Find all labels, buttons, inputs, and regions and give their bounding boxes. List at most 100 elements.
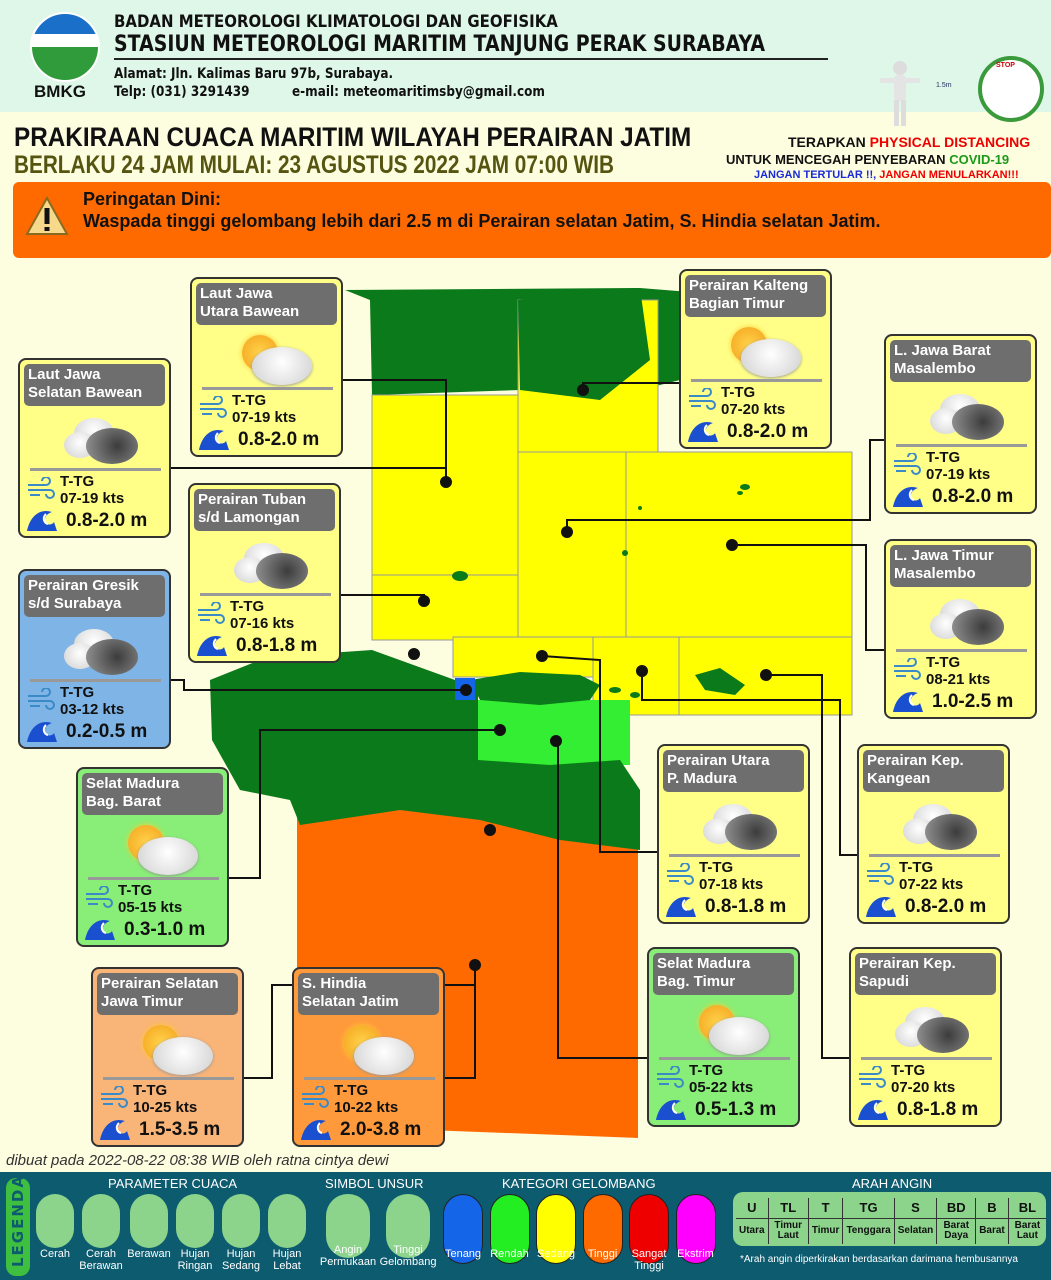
wave-category-swatch	[675, 1194, 716, 1264]
divider	[669, 854, 800, 857]
wave-height: 0.2-0.5 m	[66, 721, 148, 742]
wind-speed: 05-15 kts	[118, 899, 183, 916]
wind-code: S	[893, 1198, 937, 1219]
area-name-line1: Laut Jawa	[28, 366, 101, 383]
covid-text: TERAPKAN	[788, 134, 870, 150]
symbol-legend-label: Angin Permukaan	[319, 1244, 377, 1268]
area-name: Laut Jawa Utara Bawean	[196, 283, 337, 325]
wave-height: 1.5-3.5 m	[139, 1119, 221, 1140]
berawan-weather-icon	[699, 800, 779, 852]
wind-icon	[857, 1065, 887, 1088]
location-dot	[440, 476, 452, 488]
area-name-line2: Bag. Timur	[657, 973, 736, 990]
small-islands	[517, 484, 750, 827]
location-dot	[577, 384, 589, 396]
wave-legend-icon	[386, 1194, 430, 1258]
connectors	[171, 379, 884, 1079]
area-name: Perairan Kep. Kangean	[863, 750, 1004, 792]
weather-legend-icon	[82, 1194, 120, 1248]
area-name: Selat Madura Bag. Timur	[653, 953, 794, 995]
wave-icon	[892, 689, 924, 713]
address: Alamat: Jln. Kalimas Baru 97b, Surabaya.	[114, 66, 394, 82]
divider	[896, 649, 1027, 652]
covid-line1: TERAPKAN PHYSICAL DISTANCING	[788, 134, 1030, 150]
forecast-card: L. Jawa Barat Masalembo T-TG 07-19 kts 0.…	[884, 334, 1037, 514]
area-name-line1: Perairan Kep.	[859, 955, 956, 972]
symbol-legend-label: Tinggi Gelombang	[379, 1244, 437, 1268]
wave-category-swatch	[443, 1194, 483, 1264]
divider	[88, 877, 219, 880]
warning-icon	[25, 196, 69, 235]
legend-label: LEGENDA	[6, 1174, 30, 1276]
weather-legend-icon	[176, 1194, 214, 1248]
wave-category-label: Sangat Tinggi	[631, 1248, 667, 1272]
wind-name: Barat Daya	[936, 1218, 976, 1244]
area-name: L. Jawa Timur Masalembo	[890, 545, 1031, 587]
wind-speed: 08-21 kts	[926, 671, 991, 688]
wind-direction: T-TG	[60, 473, 95, 490]
wind-direction: T-TG	[232, 392, 267, 409]
area-name-line2: s/d Lamongan	[198, 509, 300, 526]
connector-line	[343, 379, 447, 482]
berawan-weather-icon	[926, 390, 1006, 442]
connector-line	[541, 655, 657, 853]
wind-name: Utara	[739, 1225, 765, 1237]
wind-code: U	[736, 1198, 769, 1219]
wave-height: 2.0-3.8 m	[340, 1119, 422, 1140]
wave-height: 0.8-2.0 m	[727, 421, 809, 442]
wave-category-swatch	[582, 1194, 623, 1264]
area-name: Perairan Tuban s/d Lamongan	[194, 489, 335, 531]
wind-speed: 10-25 kts	[133, 1099, 198, 1116]
wind-code: BL	[1007, 1198, 1046, 1219]
wind-name: Barat	[975, 1218, 1009, 1244]
wind-code: T	[807, 1198, 843, 1219]
connector-line	[171, 679, 466, 691]
area-name: Perairan Utara P. Madura	[663, 750, 804, 792]
wind-direction: T-TG	[721, 384, 756, 401]
wave-icon	[665, 894, 697, 918]
connector-line	[641, 671, 857, 856]
area-name-line1: Perairan Gresik	[28, 577, 139, 594]
legend: LEGENDA PARAMETER CUACA SIMBOL UNSUR KAT…	[0, 1172, 1051, 1280]
location-dot	[760, 669, 772, 681]
area-name-line2: Masalembo	[894, 565, 976, 582]
wind-icon	[655, 1065, 685, 1088]
wind-speed: 07-20 kts	[721, 401, 786, 418]
logo-text: BMKG	[34, 82, 86, 101]
param-title: PARAMETER CUACA	[108, 1176, 238, 1191]
forecast-card: Perairan Selatan Jawa Timur T-TG 10-25 kt…	[91, 967, 244, 1147]
simbol-title: SIMBOL UNSUR	[325, 1176, 424, 1191]
location-dot	[460, 684, 472, 696]
wave-category-label: Tinggi	[587, 1248, 618, 1260]
location-dot	[636, 665, 648, 677]
warning-heading: Peringatan Dini:	[83, 189, 222, 209]
weather-legend-label: Hujan Sedang	[222, 1248, 260, 1272]
weather-legend-icon	[36, 1194, 74, 1248]
wave-category-label: Tenang	[444, 1248, 482, 1260]
cerah-berawan-weather-icon	[334, 1023, 414, 1075]
wind-icon	[26, 476, 56, 499]
area-name-line2: Selatan Bawean	[28, 384, 143, 401]
berawan-weather-icon	[60, 625, 140, 677]
wind-speed: 07-16 kts	[230, 615, 295, 632]
wave-icon	[26, 719, 58, 743]
wind-icon	[84, 885, 114, 908]
weather-legend-label: Cerah	[40, 1248, 70, 1260]
wind-speed: 07-19 kts	[232, 409, 297, 426]
divider	[114, 58, 828, 60]
forecast-card: Perairan Kep. Sapudi T-TG 07-20 kts 0.8-1…	[849, 947, 1002, 1127]
connector-line	[229, 729, 500, 879]
divider	[202, 387, 333, 390]
location-dot	[726, 539, 738, 551]
wind-name: Barat Laut	[1007, 1218, 1046, 1244]
area-name-line1: Laut Jawa	[200, 285, 273, 302]
area-name-line2: Sapudi	[859, 973, 910, 990]
bawean-island	[452, 571, 468, 581]
area-name: Perairan Kep. Sapudi	[855, 953, 996, 995]
wave-icon	[196, 633, 228, 657]
wind-name: Timur	[807, 1218, 843, 1244]
area-name-line2: s/d Surabaya	[28, 595, 122, 612]
area-name-line1: Perairan Tuban	[198, 491, 307, 508]
wave-icon	[892, 484, 924, 508]
area-name: Perairan Kalteng Bagian Timur	[685, 275, 826, 317]
